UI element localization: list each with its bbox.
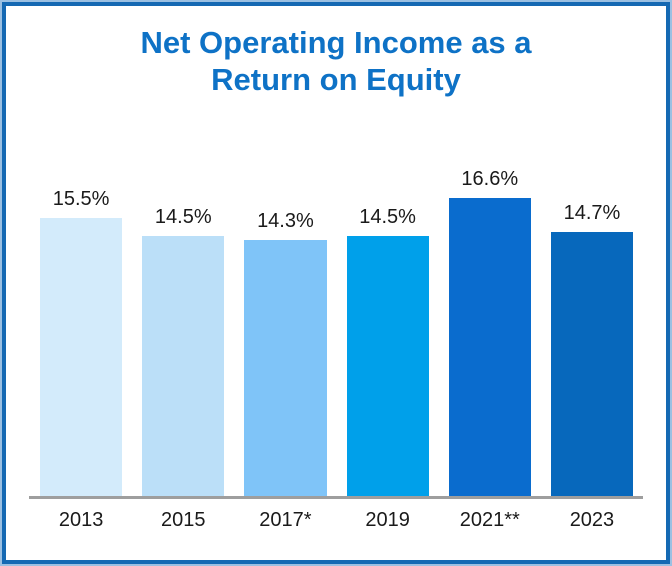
bar — [142, 236, 225, 497]
bar-chart-plot-area: 15.5% 14.5% 14.3% 14.5% 16.6% 14.7% — [40, 0, 634, 497]
bar-column: 15.5% — [40, 0, 123, 497]
bar-value-label: 14.3% — [257, 210, 314, 232]
bar-value-label: 15.5% — [52, 188, 110, 210]
bar-column: 14.7% — [550, 0, 634, 497]
bar-value-label: 16.6% — [461, 168, 519, 190]
x-axis-tick-label: 2015 — [161, 509, 206, 531]
bar-value-label: 14.5% — [154, 206, 212, 228]
bar-column: 14.3% — [244, 0, 327, 497]
chart-title-line2: Return on Equity — [211, 62, 461, 97]
x-axis-tick-label: 2017* — [259, 509, 312, 531]
bar — [40, 218, 123, 497]
x-axis-tick-label: 2023 — [569, 509, 615, 531]
bar — [550, 232, 634, 497]
bar — [448, 198, 531, 497]
bar — [244, 240, 327, 497]
bar-column: 14.5% — [346, 0, 429, 497]
chart-title: Net Operating Income as a Return on Equi… — [0, 24, 672, 98]
bar-column: 14.5% — [142, 0, 225, 497]
x-axis-tick-label: 2013 — [58, 509, 104, 531]
bar-value-label: 14.7% — [563, 202, 621, 224]
x-axis-tick-label: 2019 — [365, 509, 410, 531]
bar-column: 16.6% — [448, 0, 531, 497]
x-axis-labels: 2013 2015 2017* 2019 2021** 2023 — [40, 509, 633, 532]
x-axis-tick-label: 2021** — [459, 509, 520, 531]
bar — [346, 236, 429, 497]
bar-value-label: 14.5% — [359, 206, 416, 228]
x-axis-line — [29, 496, 643, 499]
chart-title-line1: Net Operating Income as a — [140, 25, 532, 60]
